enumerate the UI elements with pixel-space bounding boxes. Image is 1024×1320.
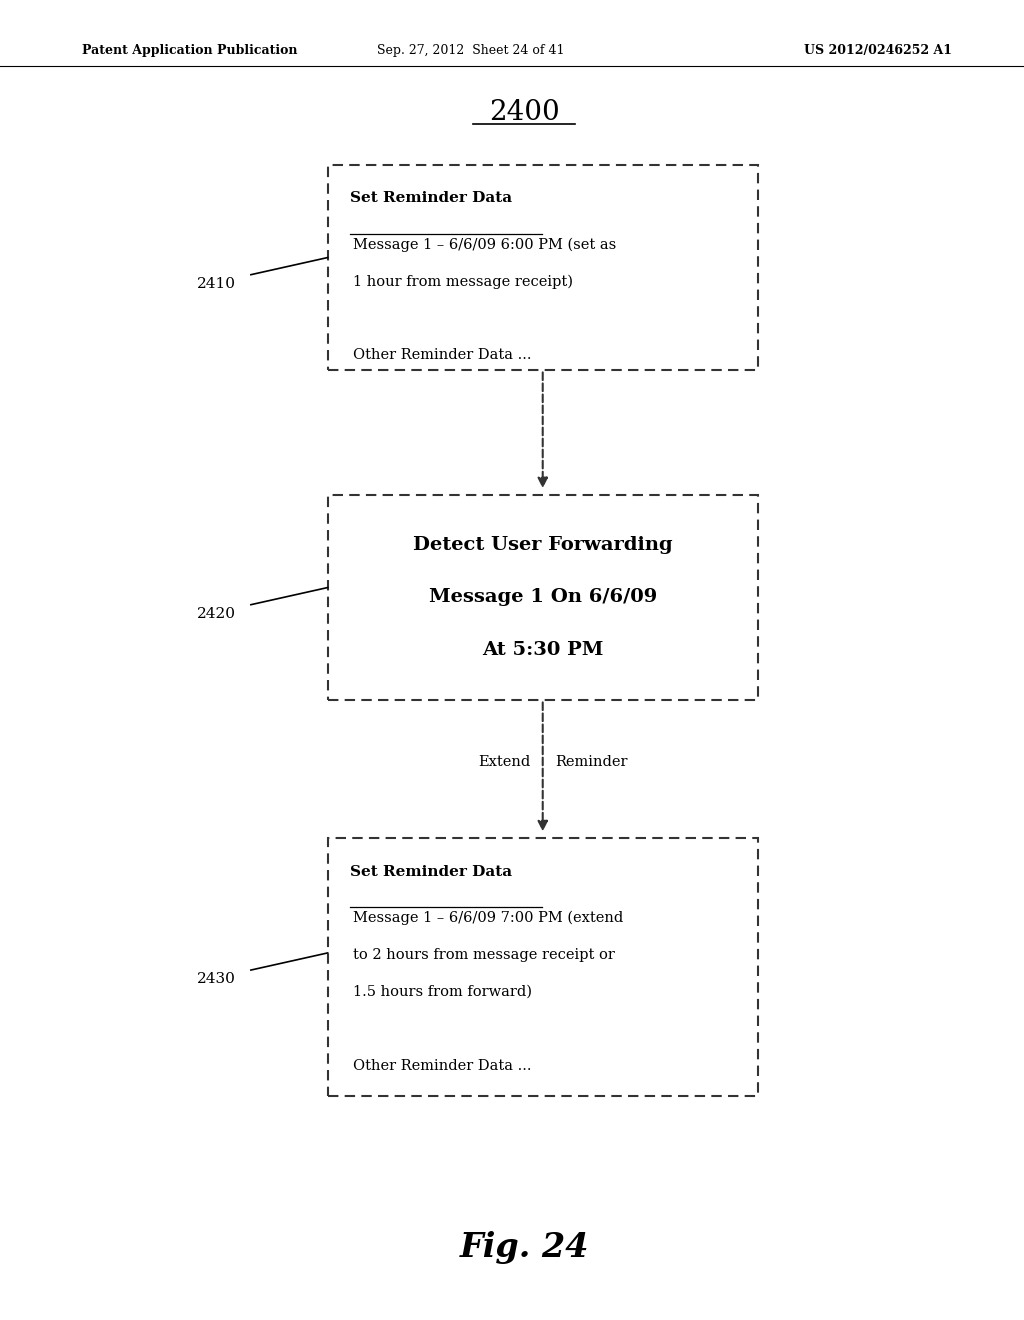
Text: Sep. 27, 2012  Sheet 24 of 41: Sep. 27, 2012 Sheet 24 of 41: [377, 44, 565, 57]
Text: 1.5 hours from forward): 1.5 hours from forward): [353, 985, 532, 999]
Text: Other Reminder Data ...: Other Reminder Data ...: [353, 1059, 531, 1073]
Text: US 2012/0246252 A1: US 2012/0246252 A1: [804, 44, 952, 57]
Text: Other Reminder Data ...: Other Reminder Data ...: [353, 348, 531, 363]
Text: 1 hour from message receipt): 1 hour from message receipt): [353, 275, 573, 289]
Text: Set Reminder Data: Set Reminder Data: [350, 865, 512, 879]
Text: 2400: 2400: [488, 99, 560, 125]
Text: Set Reminder Data: Set Reminder Data: [350, 191, 512, 206]
Text: Reminder: Reminder: [555, 755, 628, 770]
Text: At 5:30 PM: At 5:30 PM: [482, 642, 603, 659]
Text: Patent Application Publication: Patent Application Publication: [82, 44, 297, 57]
Text: Message 1 – 6/6/09 7:00 PM (extend: Message 1 – 6/6/09 7:00 PM (extend: [353, 911, 624, 925]
Text: Message 1 – 6/6/09 6:00 PM (set as: Message 1 – 6/6/09 6:00 PM (set as: [353, 238, 616, 252]
Text: Message 1 On 6/6/09: Message 1 On 6/6/09: [429, 589, 656, 606]
Text: Extend: Extend: [478, 755, 530, 770]
Bar: [328, 838, 758, 1096]
Text: 2420: 2420: [197, 607, 236, 620]
Text: Detect User Forwarding: Detect User Forwarding: [413, 536, 673, 553]
Text: to 2 hours from message receipt or: to 2 hours from message receipt or: [353, 948, 615, 962]
Text: 2410: 2410: [197, 277, 236, 290]
Text: 2430: 2430: [197, 973, 236, 986]
Bar: [328, 495, 758, 700]
Text: Fig. 24: Fig. 24: [460, 1230, 589, 1265]
Bar: [328, 165, 758, 370]
